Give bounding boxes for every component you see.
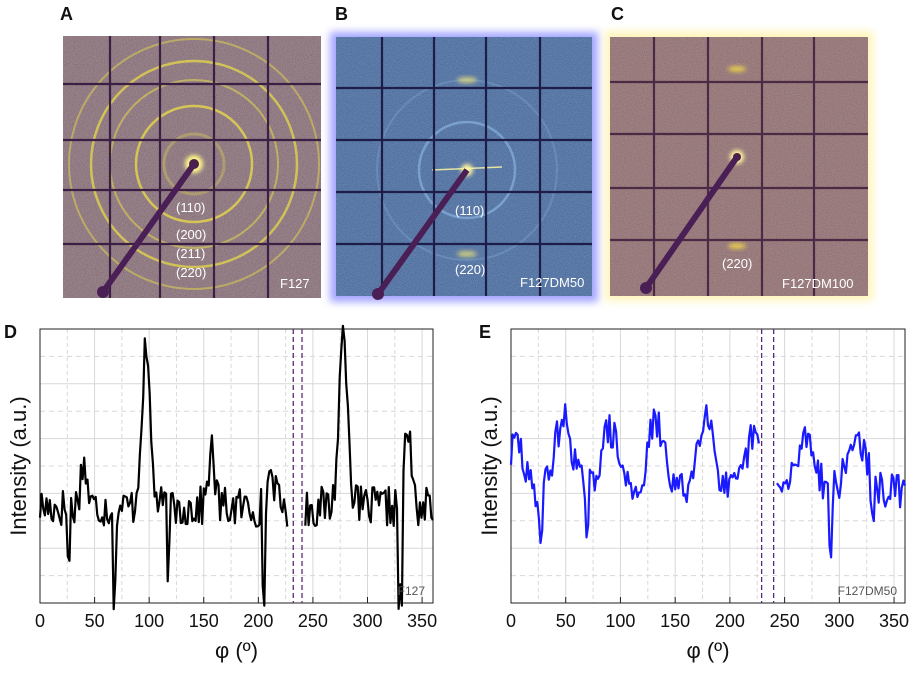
plot-frame bbox=[39, 328, 434, 604]
chart-e: 0 50 100 150 200 250 300 350 φ (º) Intensity (a.u… bbox=[477, 328, 909, 663]
sample-legend-label: F127DM50 bbox=[838, 584, 898, 598]
x-tick-label: 150 bbox=[660, 611, 690, 631]
saxs-pattern-a: (110) (200) (211) (220) F127 bbox=[63, 36, 321, 298]
x-tick-label: 200 bbox=[243, 611, 273, 631]
beam-stop-b bbox=[375, 168, 470, 296]
x-tick-label: 50 bbox=[556, 611, 576, 631]
x-tick-label: 300 bbox=[352, 611, 382, 631]
ring-label: (211) bbox=[176, 246, 205, 261]
beam-stop-c bbox=[643, 155, 740, 290]
saxs-pattern-c: (220) F127DM100 bbox=[605, 31, 873, 301]
panel-label-c: C bbox=[611, 4, 624, 24]
x-tick-label: 350 bbox=[407, 611, 437, 631]
series-line-segment bbox=[38, 337, 289, 611]
x-axis-title: φ (º) bbox=[686, 638, 729, 663]
x-tick-label: 100 bbox=[605, 611, 635, 631]
x-tick-label: 0 bbox=[35, 611, 45, 631]
series-line-segment bbox=[304, 324, 434, 610]
x-tick-label: 150 bbox=[189, 611, 219, 631]
saxs-pattern-b: (110) (220) F127DM50 bbox=[330, 32, 598, 302]
ring-label: (200) bbox=[176, 227, 206, 242]
plot-frame bbox=[510, 328, 906, 604]
ring-label: (220) bbox=[176, 265, 206, 280]
x-axis-title: φ (º) bbox=[215, 638, 258, 663]
grid-c bbox=[610, 37, 868, 296]
ring-label: (220) bbox=[455, 262, 485, 277]
panel-label-b: B bbox=[335, 4, 348, 24]
x-tick-label: 100 bbox=[134, 611, 164, 631]
sample-label-c: F127DM100 bbox=[782, 276, 854, 291]
panel-label-d: D bbox=[4, 322, 17, 342]
ring-label: (110) bbox=[176, 200, 205, 215]
series-line-segment bbox=[776, 426, 907, 559]
grid-a bbox=[63, 36, 321, 298]
x-tick-label: 200 bbox=[715, 611, 745, 631]
x-tick-label: 300 bbox=[824, 611, 854, 631]
grid-b bbox=[336, 37, 592, 296]
sample-label-b: F127DM50 bbox=[520, 275, 584, 290]
x-tick-label: 250 bbox=[298, 611, 328, 631]
x-tick-label: 350 bbox=[879, 611, 909, 631]
y-axis-title: Intensity (a.u.) bbox=[477, 396, 502, 535]
x-tick-label: 0 bbox=[506, 611, 516, 631]
sample-legend-label: F127 bbox=[398, 584, 426, 598]
beam-stop-a bbox=[100, 162, 197, 294]
series-line-segment bbox=[509, 403, 760, 545]
ring-label: (110) bbox=[455, 203, 484, 218]
panel-label-e: E bbox=[479, 322, 491, 342]
x-tick-label: 250 bbox=[770, 611, 800, 631]
x-tick-label: 50 bbox=[85, 611, 105, 631]
chart-d: 0 50 100 150 200 250 300 350 φ (º) Intensity (a.u… bbox=[6, 324, 437, 663]
sample-label-a: F127 bbox=[280, 276, 310, 291]
ring-label: (220) bbox=[722, 256, 752, 271]
y-axis-title: Intensity (a.u.) bbox=[6, 396, 31, 535]
panel-label-a: A bbox=[60, 4, 73, 24]
